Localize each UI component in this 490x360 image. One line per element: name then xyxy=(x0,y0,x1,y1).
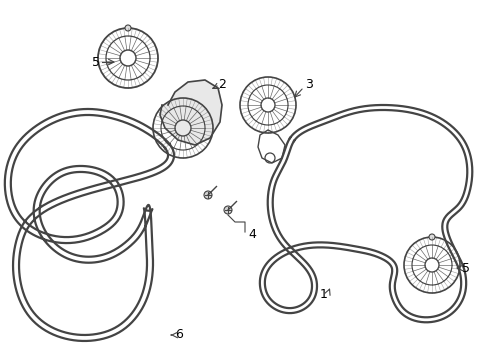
Circle shape xyxy=(204,191,212,199)
Circle shape xyxy=(429,234,435,240)
Text: 5: 5 xyxy=(462,261,470,274)
Polygon shape xyxy=(160,80,222,145)
Text: 2: 2 xyxy=(218,78,226,91)
Text: 1: 1 xyxy=(320,288,328,302)
Circle shape xyxy=(224,206,232,214)
Text: 5: 5 xyxy=(92,55,100,68)
Text: 4: 4 xyxy=(248,229,256,242)
Text: 6: 6 xyxy=(175,328,183,342)
Circle shape xyxy=(125,25,131,31)
Text: 3: 3 xyxy=(305,78,313,91)
